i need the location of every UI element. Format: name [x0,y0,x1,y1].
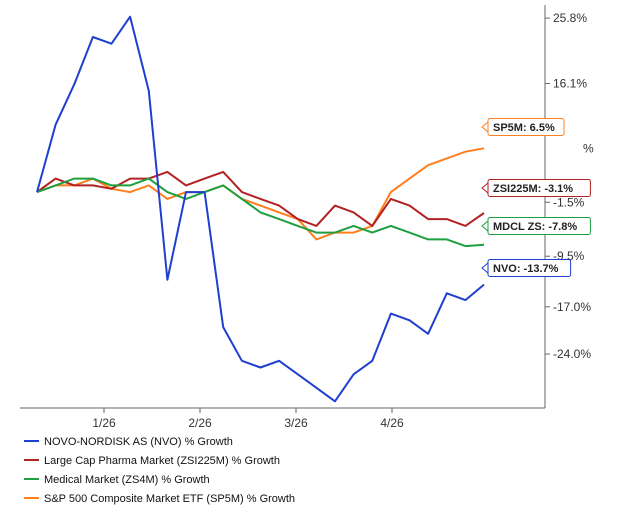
series-line-2 [36,170,485,227]
callout-box [487,217,591,235]
legend-entry: Medical Market (ZS4M) % Growth [44,474,210,486]
y-tick-label: 25.8% [553,11,587,25]
callout-pointer [481,120,489,134]
y-tick-label: -17.0% [553,300,591,314]
callout-box [487,118,565,136]
y-axis-ticks: 25.8%16.1%-1.5%-9.5%-17.0%-24.0%% [545,11,594,361]
x-tick-label: 3/26 [284,416,308,430]
x-axis-ticks: 1/26 2/26 3/26 4/26 [92,408,404,430]
callout: NVO: -13.7% [481,259,572,277]
callout-label: MDCL ZS: -7.8% [493,221,577,233]
series-line-4 [36,147,485,241]
callout-box [487,179,591,197]
value-callouts: SP5M: 6.5% ZSI225M: -3.1% MDCL ZS: -7.8% NV… [481,118,591,277]
callout-label: NVO: -13.7% [493,263,559,275]
legend-entry: S&P 500 Composite Market ETF (SP5M) % Gr… [44,493,295,505]
callout-box [487,259,572,277]
series-lines [36,15,485,403]
legend-entry: Large Cap Pharma Market (ZSI225M) % Grow… [44,455,280,467]
partial-tick-label: % [583,141,594,155]
legend: NOVO-NORDISK AS (NVO) % Growth Large Cap … [24,436,295,505]
callout-label: ZSI225M: -3.1% [493,183,573,195]
callout: ZSI225M: -3.1% [481,179,591,197]
series-line-1 [36,15,485,403]
axes [20,5,546,409]
callout-pointer [481,261,489,275]
x-tick-label: 2/26 [188,416,212,430]
x-tick-label: 4/26 [380,416,404,430]
series-line-3 [36,177,485,248]
callout-label: SP5M: 6.5% [493,122,555,134]
legend-entry: NOVO-NORDISK AS (NVO) % Growth [44,436,233,448]
x-tick-label: 1/26 [92,416,116,430]
y-tick-label: 16.1% [553,77,587,91]
callout-pointer [481,181,489,195]
callout-pointer [481,219,489,233]
y-tick-label: -1.5% [553,195,585,209]
y-tick-label: -24.0% [553,347,591,361]
callout: SP5M: 6.5% [481,118,565,136]
callout: MDCL ZS: -7.8% [481,217,591,235]
